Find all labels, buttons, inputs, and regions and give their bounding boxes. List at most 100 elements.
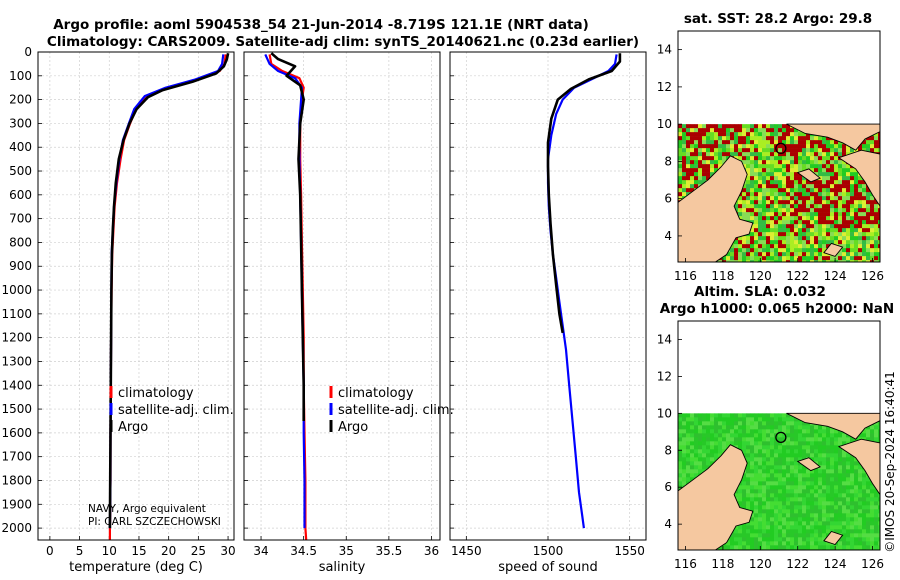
lat-tick-label: 6 [664,480,672,494]
depth-tick-label: 2000 [1,521,32,535]
lat-tick-label: 14 [657,332,672,346]
depth-tick-label: 200 [9,93,32,107]
lon-tick-label: 122 [786,557,809,571]
land [678,123,880,262]
depth-tick-label: 1700 [1,450,32,464]
legend-label-satellite: satellite-adj. clim. [338,403,454,418]
depth-tick-label: 1800 [1,473,32,487]
depth-tick-label: 1900 [1,497,32,511]
x-tick-label: 15 [131,544,146,558]
lat-tick-label: 4 [664,517,672,531]
sla-map: 116 118 120 122 124 126 4 6 8 10 12 14 [657,320,884,571]
depth-tick-label: 600 [9,188,32,202]
lon-tick-label: 126 [861,557,884,571]
lat-tick-label: 8 [664,443,672,457]
lat-tick-label: 4 [664,229,672,243]
depth-tick-label: 1100 [1,307,32,321]
figure-title-line2: Climatology: CARS2009. Satellite-adj cli… [47,34,639,50]
lat-tick-label: 12 [657,369,672,383]
salinity-xlabel: salinity [319,560,366,575]
float-note-line2: PI: CARL SZCZECHOWSKI [88,516,221,528]
coastline [823,242,844,257]
lon-tick-label: 118 [711,269,734,283]
x-tick-label: 0 [46,544,54,558]
legend-salinity: climatology satellite-adj. clim. Argo [329,386,454,435]
coastline [796,457,821,472]
temperature-xlabel: temperature (deg C) [69,560,203,575]
x-tick-label: 25 [191,544,206,558]
series-line-satellite-adj-clim- [264,53,306,529]
salinity-panel: 34 34.5 35 35.5 36 [243,51,441,558]
timestamp: ©IMOS 20-Sep-2024 16:40:41 [883,371,897,553]
coastline [823,530,844,546]
lon-tick-label: 116 [674,557,697,571]
sla-map-title-line2: Argo h1000: 0.065 h2000: NaN [660,301,894,317]
figure-title-line1: Argo profile: aoml 5904538_54 21-Jun-201… [53,17,589,33]
lat-tick-label: 6 [664,192,672,206]
sst-map: 116 118 120 122 124 126 4 6 8 10 12 14 [657,30,884,283]
x-tick-label: 1450 [451,544,482,558]
x-tick-label: 35 [339,544,354,558]
depth-tick-label: 800 [9,235,32,249]
x-tick-label: 36 [424,544,439,558]
coastline [786,412,880,440]
depth-tick-label: 500 [9,164,32,178]
depth-tick-label: 1400 [1,378,32,392]
x-tick-label: 30 [220,544,235,558]
coastline [837,438,880,496]
depth-tick-label: 100 [9,69,32,83]
panel-frame [37,51,235,541]
x-tick-label: 35.5 [376,544,403,558]
depth-tick-label: 1000 [1,283,32,297]
legend-label-argo: Argo [338,420,368,435]
lon-tick-label: 120 [749,557,772,571]
depth-tick-label: 0 [24,45,32,59]
legend-label-argo: Argo [118,420,148,435]
x-tick-label: 34.5 [290,544,317,558]
x-tick-label: 20 [161,544,176,558]
map-frame [677,320,881,551]
legend-label-satellite: satellite-adj. clim. [118,403,234,418]
land [678,412,880,550]
float-note-line1: NAVY, Argo equivalent [88,503,206,515]
depth-tick-label: 1300 [1,354,32,368]
argo-position-marker [775,431,787,443]
sst-map-title: sat. SST: 28.2 Argo: 29.8 [684,11,872,27]
depth-tick-label: 900 [9,259,32,273]
lat-tick-label: 14 [657,43,672,57]
depth-tick-label: 1600 [1,426,32,440]
x-tick-label: 1500 [533,544,564,558]
lon-tick-label: 126 [861,269,884,283]
legend-label-climatology: climatology [118,386,194,401]
series-line-argo [546,53,622,334]
legend-temperature: climatology satellite-adj. clim. Argo [109,386,234,435]
series-line-argo [108,52,230,529]
coastline [678,155,754,262]
series-line-argo [270,52,306,421]
sound-speed-panel: 1450 1500 1550 [449,51,647,558]
lon-tick-label: 120 [749,269,772,283]
lon-tick-label: 122 [786,269,809,283]
depth-tick-label: 700 [9,212,32,226]
coastline [786,123,880,151]
x-tick-label: 10 [102,544,117,558]
lon-tick-label: 124 [824,269,847,283]
x-tick-label: 5 [76,544,84,558]
sla-map-title-line1: Altim. SLA: 0.032 [694,284,826,300]
map-frame [677,30,881,263]
series-line-satellite-adj-clim- [546,54,618,529]
series-line-satellite-adj-clim- [108,54,225,529]
lon-tick-label: 124 [824,557,847,571]
coastline [796,168,821,183]
lat-tick-label: 10 [657,117,672,131]
sound-speed-xlabel: speed of sound [498,560,598,575]
lat-tick-label: 12 [657,80,672,94]
x-tick-label: 1550 [614,544,645,558]
argo-position-marker [775,142,787,155]
panel-frame [243,51,441,541]
lat-tick-label: 10 [657,406,672,420]
temperature-panel: 0100200300400500600700800900100011001200… [1,45,235,558]
depth-tick-label: 1200 [1,331,32,345]
lon-tick-label: 118 [711,557,734,571]
legend-label-climatology: climatology [338,386,414,401]
